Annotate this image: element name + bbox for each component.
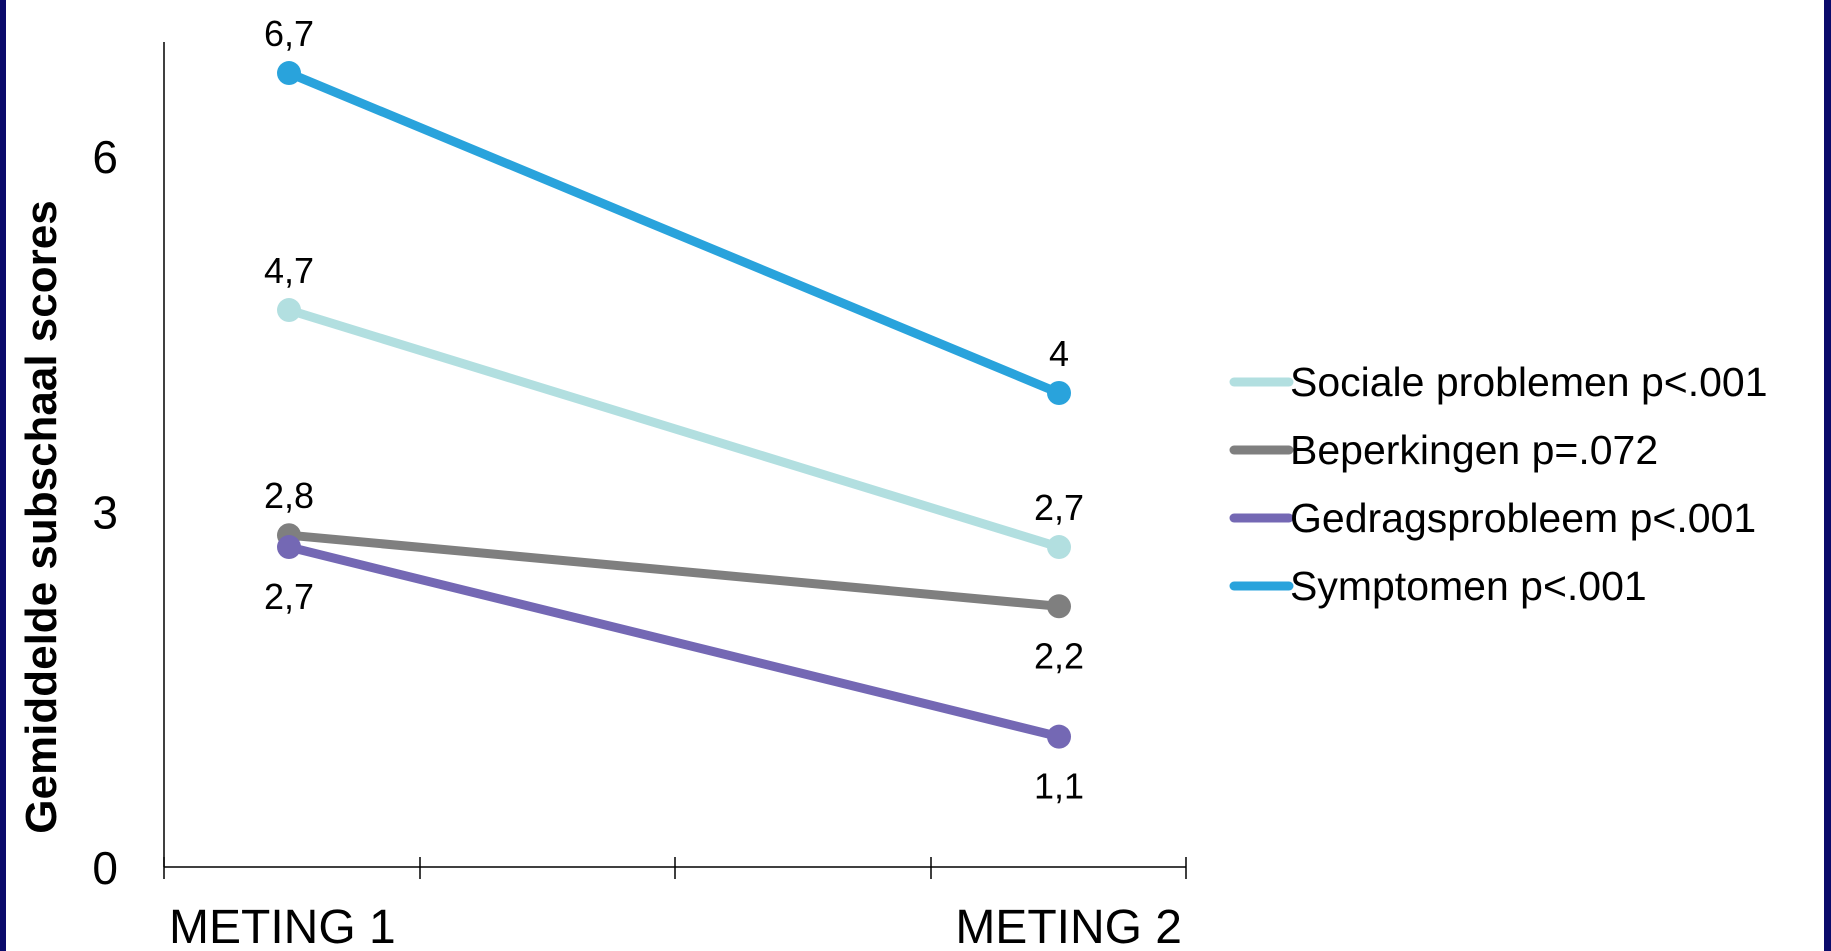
data-label: 2,2 (1034, 635, 1084, 676)
series-lines (284, 68, 1064, 742)
data-point (277, 298, 301, 323)
x-categories: METING 1 METING 2 (169, 901, 1182, 951)
y-ticks: 0 3 6 (92, 131, 118, 894)
series-line (284, 68, 1064, 398)
data-label: 2,7 (264, 576, 314, 617)
y-tick-label: 3 (92, 487, 118, 539)
y-tick-label: 0 (92, 842, 118, 894)
x-category-label: METING 1 (169, 901, 396, 951)
data-point (1047, 594, 1071, 619)
x-category-label: METING 2 (955, 901, 1182, 951)
series-line (284, 530, 1064, 611)
data-label: 4 (1049, 333, 1069, 374)
legend-entry: Beperkingen p=.072 (1290, 427, 1658, 473)
data-label: 1,1 (1034, 766, 1084, 807)
series-line (284, 305, 1064, 552)
data-point (1047, 535, 1071, 560)
data-point (277, 61, 301, 86)
legend-entry: Symptomen p<.001 (1290, 563, 1647, 609)
data-label: 2,7 (1034, 487, 1084, 528)
line-chart: 0 3 6 METING 1 METING 2 4,7 2,7 2,8 2,2 2,7 1,1 6… (17, 13, 1768, 951)
data-point (277, 535, 301, 560)
y-axis-label: Gemiddelde subschaal scores (17, 200, 66, 833)
data-labels: 4,7 2,7 2,8 2,2 2,7 1,1 6,7 4 (264, 13, 1084, 807)
data-label: 6,7 (264, 13, 314, 54)
series-points (277, 61, 1071, 749)
data-label: 2,8 (264, 475, 314, 516)
data-label: 4,7 (264, 250, 314, 291)
legend-entry: Gedragsprobleem p<.001 (1290, 495, 1756, 541)
data-point (1047, 381, 1071, 405)
chart-frame: 0 3 6 METING 1 METING 2 4,7 2,7 2,8 2,2 2,7 1,1 6… (6, 0, 1824, 951)
axes (163, 42, 1187, 879)
series-line (284, 542, 1064, 742)
y-tick-label: 6 (92, 131, 118, 183)
data-point (1047, 724, 1071, 749)
legend-entry: Sociale problemen p<.001 (1290, 359, 1768, 405)
legend: Sociale problemen p<.001 Beperkingen p=.0… (1229, 359, 1768, 609)
